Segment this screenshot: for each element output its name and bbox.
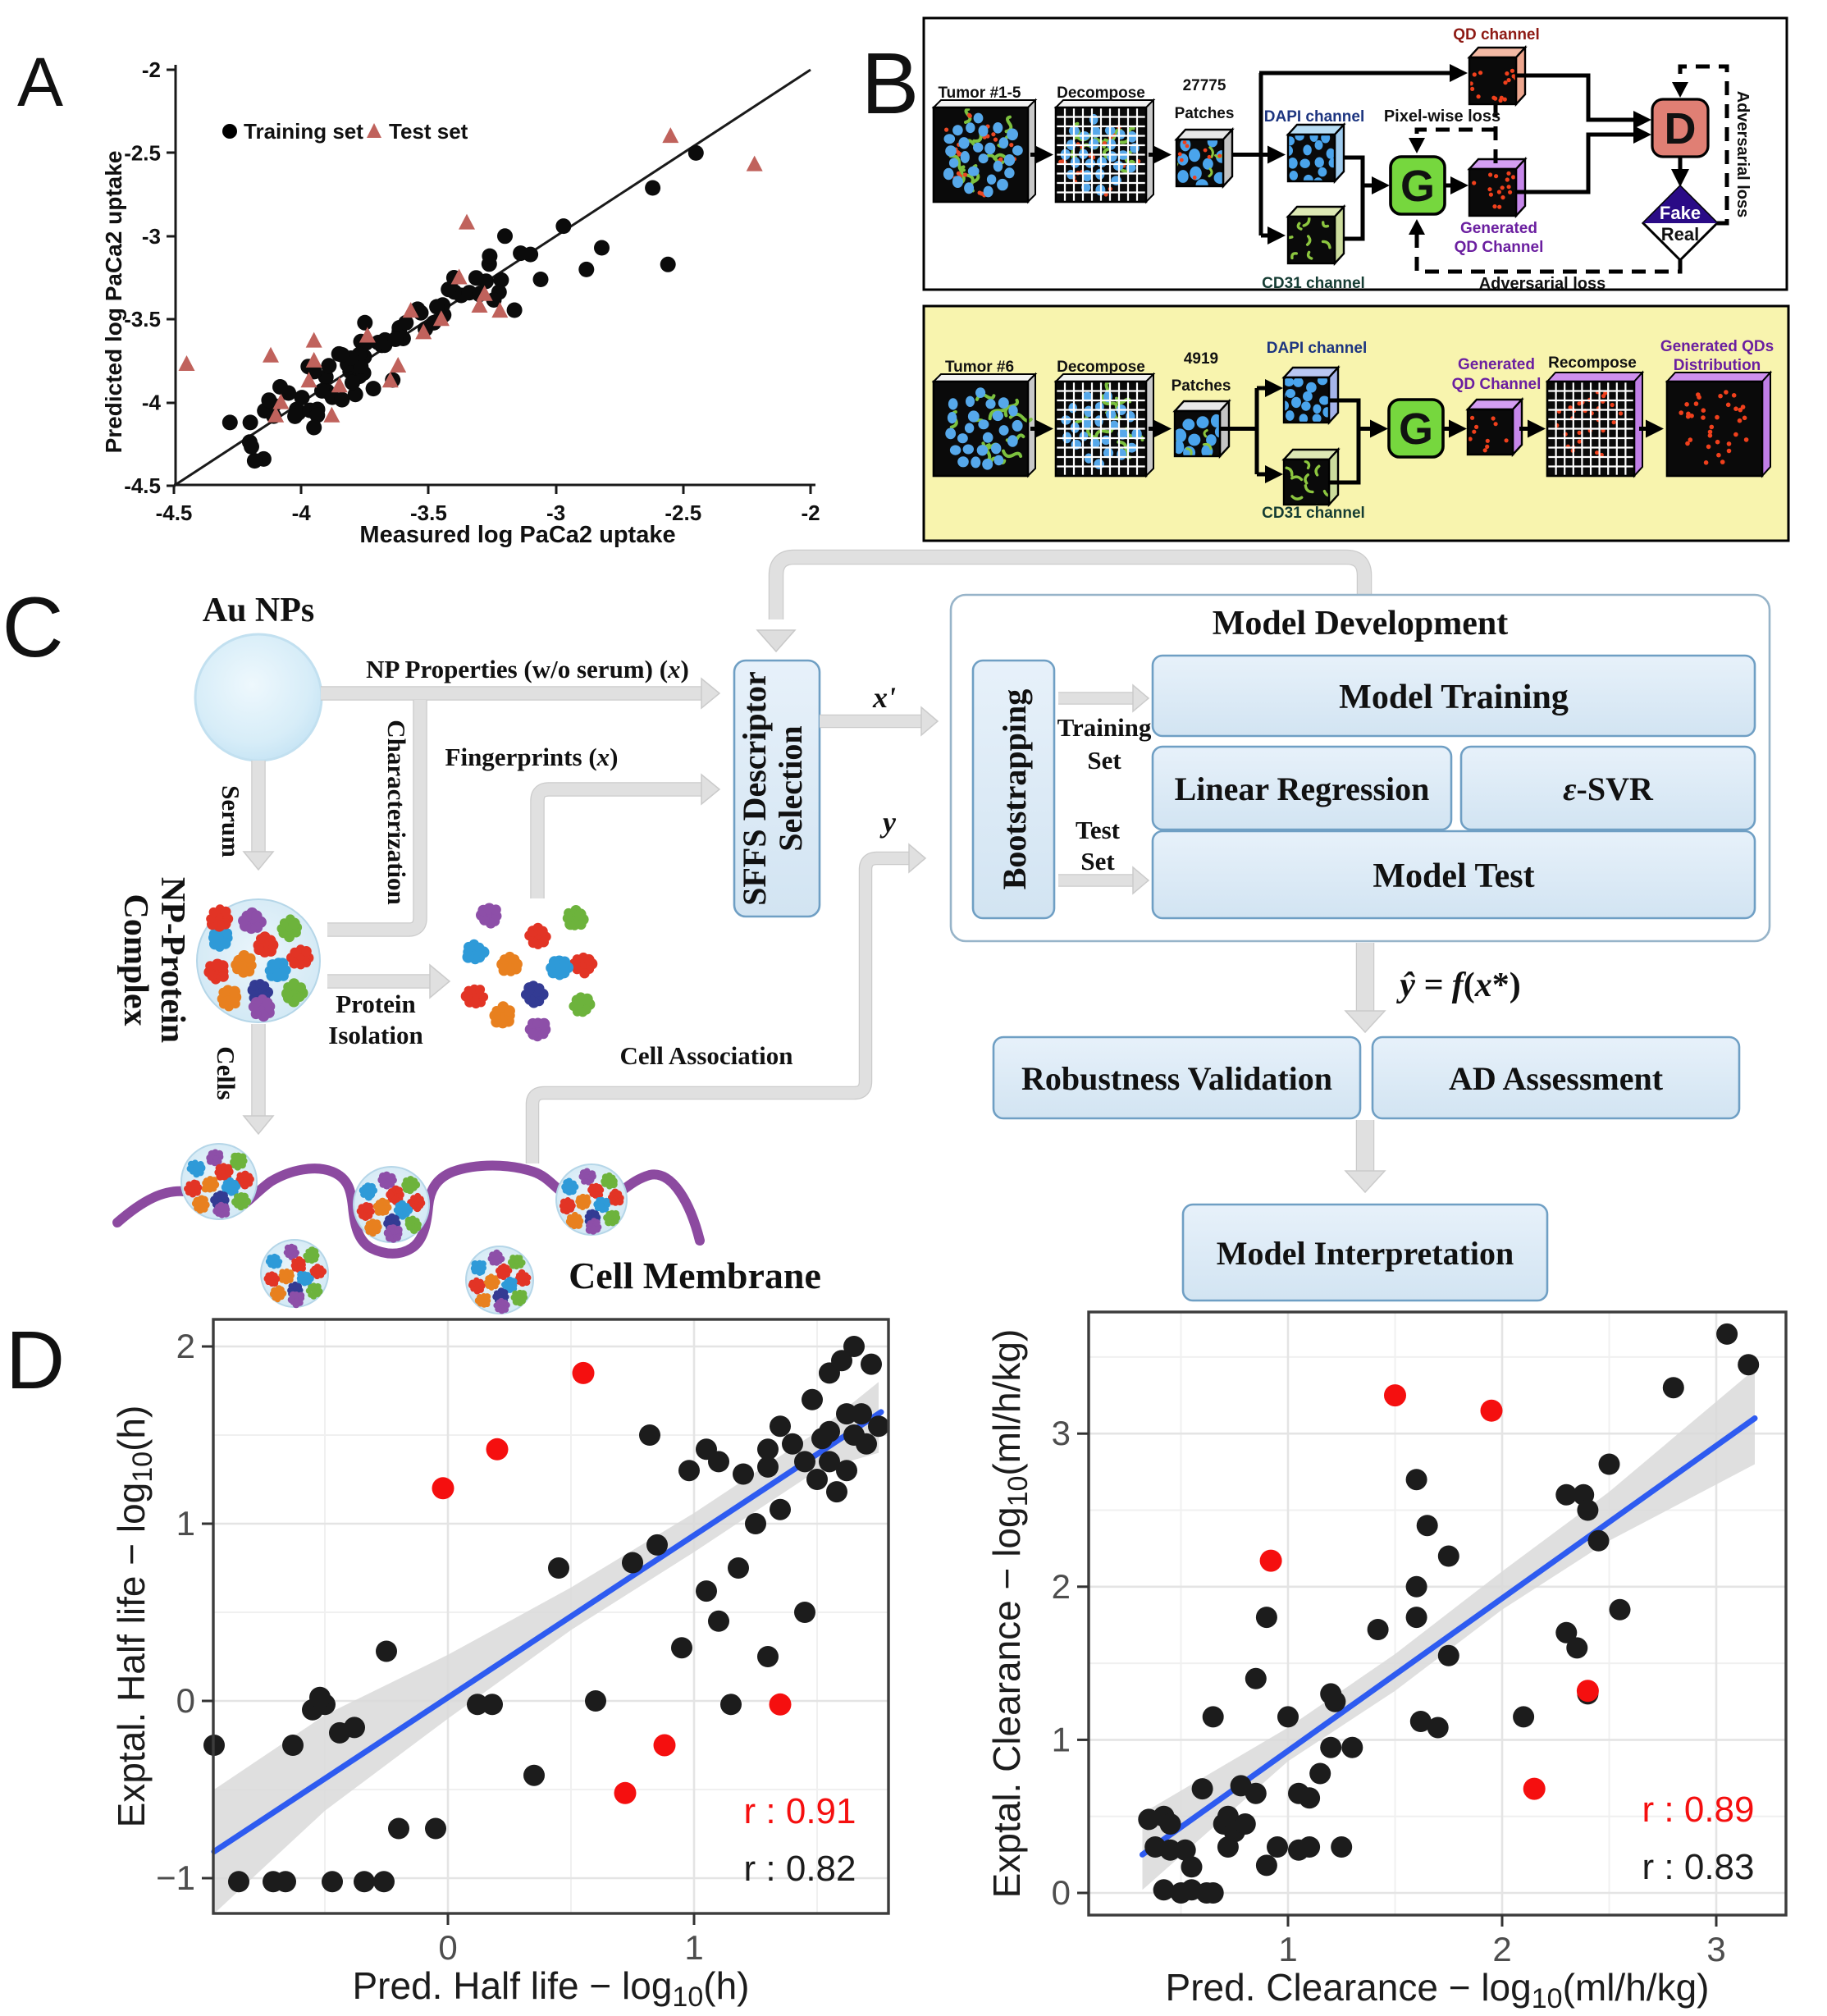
svg-text:y: y — [879, 806, 897, 839]
svg-text:-2: -2 — [142, 57, 161, 82]
svg-text:r : 0.82: r : 0.82 — [744, 1849, 856, 1889]
svg-text:Test: Test — [1076, 816, 1121, 844]
svg-text:Recompose: Recompose — [1548, 354, 1637, 372]
svg-text:−1: −1 — [156, 1858, 195, 1897]
svg-text:Distribution: Distribution — [1674, 357, 1761, 374]
svg-text:4919: 4919 — [1184, 350, 1218, 368]
svg-text:ŷ = f(x*): ŷ = f(x*) — [1395, 967, 1521, 1004]
svg-text:x': x' — [872, 681, 896, 714]
svg-text:Model Interpretation: Model Interpretation — [1217, 1235, 1514, 1272]
svg-text:Cells: Cells — [212, 1046, 240, 1099]
svg-text:D: D — [1665, 104, 1697, 153]
svg-text:Set: Set — [1087, 746, 1121, 775]
svg-text:Model Training: Model Training — [1339, 679, 1569, 716]
svg-text:Tumor #6: Tumor #6 — [945, 359, 1014, 376]
svg-text:SFFS Descriptor: SFFS Descriptor — [736, 671, 773, 906]
svg-text:-3.5: -3.5 — [124, 307, 161, 331]
svg-text:Cell Membrane: Cell Membrane — [569, 1255, 821, 1296]
svg-text:Model Test: Model Test — [1373, 857, 1534, 895]
svg-text:Predicted log PaCa2 uptake: Predicted log PaCa2 uptake — [101, 151, 126, 454]
svg-text:Adversarial loss: Adversarial loss — [1733, 91, 1752, 218]
svg-text:-3.5: -3.5 — [410, 501, 447, 525]
svg-text:2: 2 — [1052, 1567, 1071, 1606]
svg-text:Protein: Protein — [336, 990, 416, 1018]
svg-text:Linear Regression: Linear Regression — [1175, 770, 1430, 807]
svg-text:-3: -3 — [546, 501, 565, 525]
svg-text:Generated QDs: Generated QDs — [1660, 338, 1774, 355]
svg-text:Exptal. Clearance − log10(ml/h: Exptal. Clearance − log10(ml/h/kg) — [985, 1329, 1034, 1899]
svg-text:2: 2 — [176, 1327, 195, 1365]
svg-text:A: A — [17, 43, 63, 121]
svg-text:Isolation: Isolation — [328, 1021, 422, 1049]
svg-text:QD Channel: QD Channel — [1452, 376, 1542, 393]
svg-text:0: 0 — [438, 1928, 457, 1967]
svg-text:Fake: Fake — [1660, 203, 1701, 223]
svg-text:AD Assessment: AD Assessment — [1449, 1060, 1664, 1097]
svg-text:C: C — [2, 580, 63, 675]
svg-text:Patches: Patches — [1175, 105, 1235, 122]
svg-text:Bootstrapping: Bootstrapping — [996, 689, 1033, 890]
svg-text:Characterization: Characterization — [382, 720, 411, 905]
svg-text:r : 0.83: r : 0.83 — [1642, 1847, 1755, 1887]
svg-text:Set: Set — [1080, 847, 1115, 875]
svg-text:NP-Protein: NP-Protein — [153, 877, 191, 1043]
svg-text:Test set: Test set — [389, 119, 468, 144]
svg-text:B: B — [861, 35, 920, 132]
svg-text:Robustness Validation: Robustness Validation — [1021, 1060, 1332, 1097]
svg-text:Pixel-wise loss: Pixel-wise loss — [1384, 107, 1500, 126]
svg-text:0: 0 — [1052, 1873, 1071, 1912]
svg-text:Decompose: Decompose — [1057, 359, 1145, 376]
svg-text:Training set: Training set — [244, 119, 363, 144]
svg-text:CD31 channel: CD31 channel — [1262, 505, 1365, 522]
svg-text:Real: Real — [1661, 224, 1699, 245]
svg-text:-3: -3 — [142, 224, 161, 249]
svg-text:0: 0 — [176, 1681, 195, 1720]
svg-text:r : 0.91: r : 0.91 — [744, 1791, 856, 1831]
svg-text:1: 1 — [1278, 1930, 1297, 1968]
svg-text:r : 0.89: r : 0.89 — [1642, 1790, 1755, 1830]
svg-text:-2: -2 — [801, 501, 820, 525]
svg-text:Patches: Patches — [1172, 377, 1231, 395]
svg-text:Training: Training — [1057, 713, 1152, 742]
svg-text:Au NPs: Au NPs — [203, 592, 315, 629]
svg-text:NP Properties (w/o serum) (x): NP Properties (w/o serum) (x) — [366, 655, 689, 683]
svg-text:Decompose: Decompose — [1057, 85, 1145, 102]
svg-text:-2.5: -2.5 — [665, 501, 701, 525]
svg-text:QD Channel: QD Channel — [1455, 239, 1544, 256]
svg-text:Tumor #1-5: Tumor #1-5 — [938, 85, 1021, 102]
svg-text:Pred. Clearance − log10(ml/h/k: Pred. Clearance − log10(ml/h/kg) — [1166, 1966, 1710, 2014]
svg-text:D: D — [6, 1314, 65, 1406]
svg-text:Adversarial loss: Adversarial loss — [1479, 275, 1606, 293]
svg-text:3: 3 — [1052, 1414, 1071, 1452]
svg-text:Serum: Serum — [217, 785, 245, 857]
svg-text:G: G — [1399, 405, 1433, 454]
svg-text:QD channel: QD channel — [1453, 26, 1540, 43]
svg-text:Generated: Generated — [1460, 220, 1537, 237]
svg-text:Selection: Selection — [772, 725, 809, 851]
svg-text:G: G — [1400, 162, 1435, 211]
svg-text:27775: 27775 — [1183, 77, 1226, 94]
svg-text:1: 1 — [684, 1928, 703, 1967]
svg-text:-4.5: -4.5 — [124, 473, 161, 498]
svg-text:-4: -4 — [142, 391, 162, 415]
svg-text:1: 1 — [176, 1504, 195, 1543]
svg-text:-2.5: -2.5 — [124, 140, 161, 165]
svg-text:Cell Association: Cell Association — [620, 1041, 793, 1070]
svg-text:Fingerprints (x): Fingerprints (x) — [445, 743, 619, 771]
svg-text:Measured log PaCa2 uptake: Measured log PaCa2 uptake — [359, 522, 675, 548]
svg-text:-4: -4 — [292, 501, 312, 525]
svg-text:CD31 channel: CD31 channel — [1262, 275, 1365, 292]
svg-text:1: 1 — [1052, 1720, 1071, 1758]
svg-text:DAPI channel: DAPI channel — [1267, 340, 1367, 357]
svg-text:2: 2 — [1492, 1930, 1511, 1968]
svg-text:DAPI channel: DAPI channel — [1264, 108, 1364, 126]
svg-text:Complex: Complex — [116, 894, 154, 1026]
svg-text:Generated: Generated — [1458, 356, 1535, 373]
svg-text:-4.5: -4.5 — [156, 501, 193, 525]
svg-text:Model Development: Model Development — [1213, 605, 1508, 642]
svg-text:ε-SVR: ε-SVR — [1563, 770, 1654, 807]
svg-text:3: 3 — [1706, 1930, 1725, 1968]
